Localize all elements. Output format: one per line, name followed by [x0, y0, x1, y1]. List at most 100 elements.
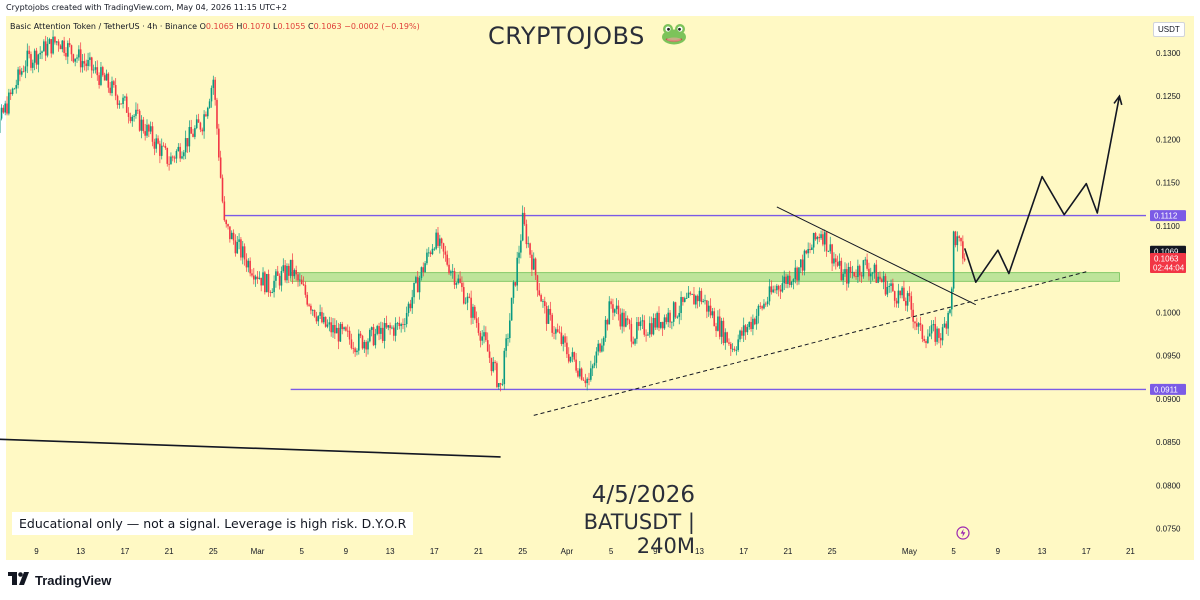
candle-body [72, 54, 75, 62]
candle-body [453, 271, 456, 285]
lightning-icon[interactable] [956, 526, 970, 545]
candle-body [512, 282, 515, 298]
candle-body [873, 264, 876, 273]
candle-body [486, 340, 489, 352]
x-tick-label: 17 [430, 547, 439, 556]
candle-body [6, 103, 8, 114]
price-badge-value: 0.1112 [1154, 212, 1178, 221]
candle-body [311, 310, 314, 311]
candle-body [229, 226, 231, 240]
candle-body [46, 43, 49, 56]
candle-body [230, 232, 233, 240]
candle-body [120, 103, 123, 105]
tradingview-logo-text: TradingView [35, 572, 112, 588]
candle-body [650, 323, 653, 335]
x-tick-label: 9 [34, 547, 39, 556]
candle-body [243, 246, 246, 260]
candle-body [326, 324, 329, 327]
candle-body [30, 54, 32, 68]
candle-body [146, 124, 148, 136]
candle-body [481, 336, 483, 341]
candle-body [9, 92, 12, 95]
candle-body [934, 324, 937, 342]
candle-body [509, 320, 511, 339]
candle-body [422, 267, 425, 273]
candle-body [171, 156, 174, 158]
y-tick-label: 0.0950 [1156, 352, 1181, 361]
candle-body [280, 271, 283, 286]
currency-badge[interactable]: USDT [1153, 22, 1185, 37]
candle-body [201, 129, 204, 132]
candle-body [466, 296, 469, 303]
candle-body [558, 331, 561, 333]
close-value: 0.1063 [313, 22, 342, 31]
candle-body [468, 296, 471, 298]
candle-body [330, 322, 332, 333]
candle-body [15, 85, 18, 89]
price-axis[interactable] [1146, 16, 1194, 560]
candle-body [960, 237, 962, 242]
annotation-pair: BATUSDT | 240M [583, 510, 695, 558]
candle-body [50, 39, 53, 54]
candle-body [682, 297, 684, 302]
candle-body [90, 57, 93, 71]
candle-body [636, 322, 638, 339]
candle-body [446, 254, 448, 265]
candle-body [652, 317, 655, 335]
candle-body [195, 119, 198, 129]
candle-body [912, 309, 914, 322]
candle-body [680, 297, 682, 313]
candle-body [927, 336, 929, 344]
candle-body [928, 333, 931, 337]
candle-body [584, 380, 587, 384]
candle-body [276, 271, 279, 276]
candle-body [906, 293, 909, 306]
candle-body [936, 328, 938, 342]
candle-body [346, 330, 349, 332]
candle-body [148, 124, 150, 132]
time-axis[interactable] [6, 543, 1146, 560]
candle-body [593, 362, 596, 366]
candle-body [103, 75, 106, 81]
y-tick-label: 0.0750 [1156, 525, 1181, 534]
candle-body [151, 126, 154, 142]
candle-body [288, 265, 290, 276]
price-badge-level [1150, 383, 1186, 395]
candle-body [89, 57, 91, 60]
candle-body [518, 252, 520, 258]
candle-body [227, 224, 229, 227]
candle-body [459, 278, 461, 283]
candle-body [746, 327, 749, 333]
candle-body [253, 275, 255, 280]
candle-body [293, 270, 296, 277]
candle-body [173, 157, 176, 159]
candle-body [367, 341, 369, 350]
y-tick-label: 0.1300 [1156, 49, 1181, 58]
candle-body [313, 310, 316, 317]
candle-body [78, 49, 80, 58]
candle-body [886, 286, 889, 295]
candle-body [534, 258, 537, 276]
candle-body [324, 316, 327, 327]
candle-body [763, 303, 765, 309]
candle-body [214, 79, 216, 100]
candle-body [140, 119, 143, 131]
candle-body [357, 333, 360, 351]
symbol-name: Basic Attention Token / TetherUS · 4h · … [10, 22, 198, 31]
candle-body [208, 101, 211, 108]
candle-body [32, 62, 34, 68]
candle-body [407, 303, 410, 314]
candle-body [875, 264, 878, 283]
tradingview-footer[interactable]: TradingView [8, 572, 111, 588]
candle-body [286, 265, 288, 281]
candle-body [796, 267, 798, 281]
candle-body [871, 272, 874, 274]
candle-body [247, 260, 250, 268]
candle-body [273, 280, 275, 293]
candle-body [634, 338, 636, 344]
candle-body [941, 327, 944, 341]
candle-body [442, 243, 445, 252]
candle-body [194, 128, 196, 137]
candle-body [711, 311, 714, 316]
